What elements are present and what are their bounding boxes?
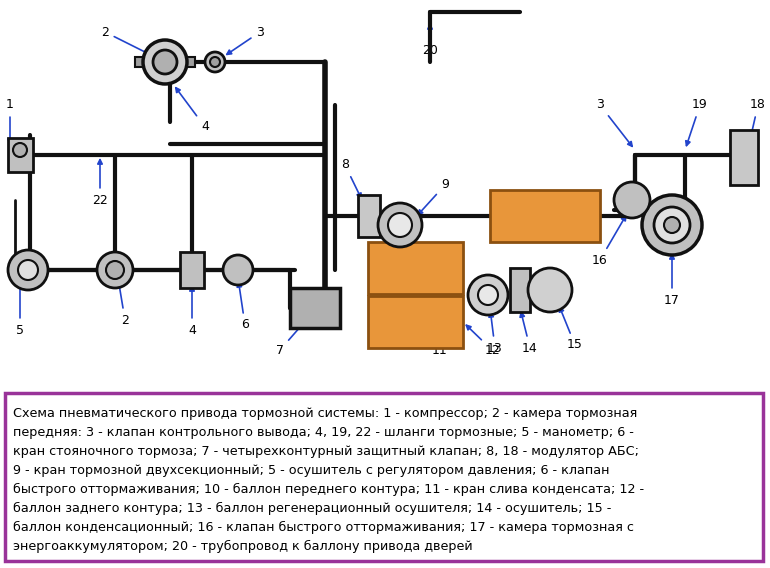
Bar xyxy=(490,190,600,242)
Text: 20: 20 xyxy=(422,24,438,56)
Bar xyxy=(368,242,463,294)
Text: 4: 4 xyxy=(188,287,196,336)
Text: баллон конденсационный; 16 - клапан быстрого оттормаживания; 17 - камера тормозн: баллон конденсационный; 16 - клапан быст… xyxy=(13,521,634,534)
Text: 16: 16 xyxy=(592,216,626,266)
Circle shape xyxy=(97,252,133,288)
Bar xyxy=(8,138,33,172)
Circle shape xyxy=(642,195,702,255)
Text: 17: 17 xyxy=(664,254,680,307)
Text: 8: 8 xyxy=(341,158,361,198)
Text: 5: 5 xyxy=(16,283,24,336)
Text: 2: 2 xyxy=(101,26,151,55)
Text: 7: 7 xyxy=(276,314,312,357)
Bar xyxy=(5,393,763,561)
Text: передняя: 3 - клапан контрольного вывода; 4, 19, 22 - шланги тормозные; 5 - мано: передняя: 3 - клапан контрольного вывода… xyxy=(13,426,634,439)
Text: кран стояночного тормоза; 7 - четырехконтурный защитный клапан; 8, 18 - модулято: кран стояночного тормоза; 7 - четырехкон… xyxy=(13,445,639,458)
Circle shape xyxy=(528,268,572,312)
Circle shape xyxy=(210,57,220,67)
Text: 10: 10 xyxy=(390,298,413,345)
Text: 22: 22 xyxy=(92,160,108,207)
Bar xyxy=(183,57,195,67)
Bar xyxy=(358,195,380,237)
Text: 12: 12 xyxy=(467,325,501,357)
Bar xyxy=(730,130,758,185)
Text: 1: 1 xyxy=(6,98,14,143)
Text: 2: 2 xyxy=(117,282,129,327)
Text: 14: 14 xyxy=(520,312,538,354)
Text: 11: 11 xyxy=(417,300,448,357)
Circle shape xyxy=(388,213,412,237)
Circle shape xyxy=(18,260,38,280)
Text: 3: 3 xyxy=(227,26,264,55)
Bar xyxy=(368,296,463,348)
Circle shape xyxy=(614,182,650,218)
Text: баллон заднего контура; 13 - баллон регенерационный осушителя; 14 - осушитель; 1: баллон заднего контура; 13 - баллон реге… xyxy=(13,502,611,515)
Circle shape xyxy=(153,50,177,74)
Text: 18: 18 xyxy=(750,98,766,136)
Circle shape xyxy=(13,143,27,157)
Circle shape xyxy=(8,250,48,290)
Circle shape xyxy=(478,285,498,305)
Text: 3: 3 xyxy=(596,98,632,147)
Text: 13: 13 xyxy=(487,312,503,354)
Circle shape xyxy=(223,255,253,285)
Text: 9: 9 xyxy=(418,178,449,215)
Bar xyxy=(180,252,204,288)
Circle shape xyxy=(205,52,225,72)
Circle shape xyxy=(468,275,508,315)
Circle shape xyxy=(143,40,187,84)
Circle shape xyxy=(664,217,680,233)
Text: Схема пневматического привода тормозной системы: 1 - компрессор; 2 - камера торм: Схема пневматического привода тормозной … xyxy=(13,407,638,420)
Circle shape xyxy=(106,261,124,279)
Text: 9 - кран тормозной двухсекционный; 5 - осушитель с регулятором давления; 6 - кла: 9 - кран тормозной двухсекционный; 5 - о… xyxy=(13,464,610,477)
Circle shape xyxy=(654,207,690,243)
Text: энергоаккумулятором; 20 - трубопровод к баллону привода дверей: энергоаккумулятором; 20 - трубопровод к … xyxy=(13,540,473,553)
Circle shape xyxy=(378,203,422,247)
Text: 6: 6 xyxy=(237,283,249,332)
Text: быстрого оттормаживания; 10 - баллон переднего контура; 11 - кран слива конденса: быстрого оттормаживания; 10 - баллон пер… xyxy=(13,483,644,496)
Text: 4: 4 xyxy=(176,87,209,133)
Text: 19: 19 xyxy=(686,98,708,145)
Bar xyxy=(510,268,530,312)
Bar xyxy=(290,288,340,328)
Text: 15: 15 xyxy=(559,307,583,352)
Bar xyxy=(135,57,147,67)
